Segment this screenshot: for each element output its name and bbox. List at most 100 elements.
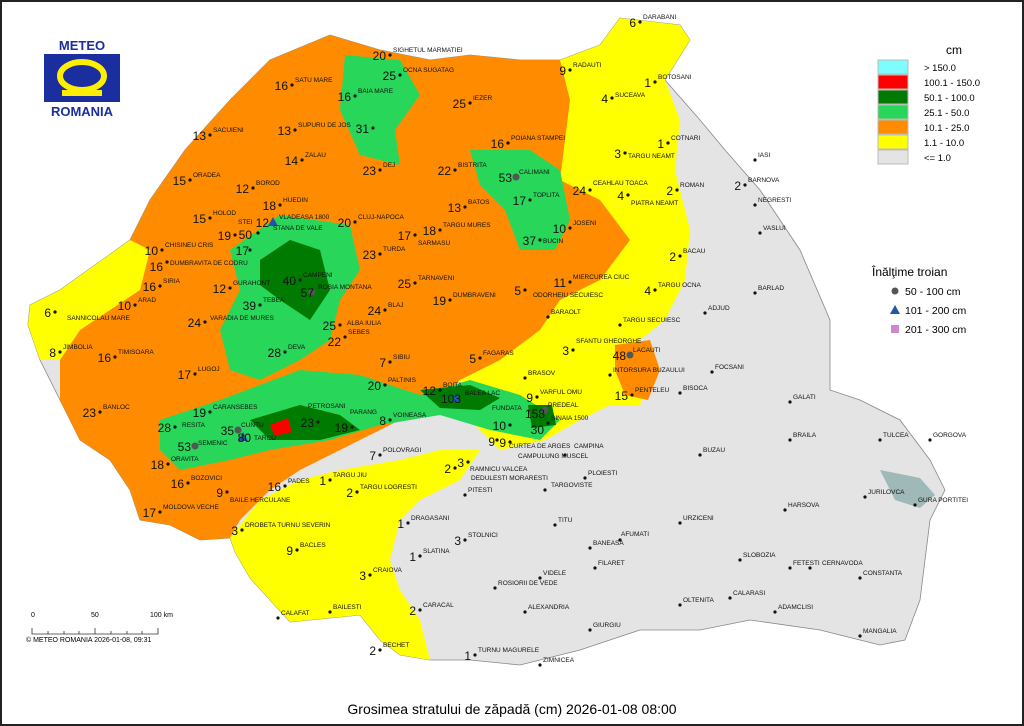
station[interactable]: 23 DEJ (363, 162, 396, 178)
station[interactable]: 53 SEMENIC (178, 440, 228, 454)
station[interactable]: 23 TURDA (363, 246, 406, 262)
station[interactable]: VIDELE (538, 570, 567, 580)
station[interactable]: 12 GURAHONT (213, 280, 271, 296)
station[interactable]: 23 BANLOC (83, 404, 130, 420)
station[interactable]: 53 CALIMANI (499, 169, 550, 185)
station[interactable]: 5 FAGARAS (469, 350, 514, 366)
station[interactable]: 2 BECHET (369, 642, 409, 658)
station[interactable]: OLTENITA (678, 597, 714, 607)
station[interactable]: 8 VOINEASA (379, 412, 427, 428)
station[interactable]: 9 VARFUL OMU (526, 389, 582, 405)
station[interactable]: 30 SINAIA 1500 (531, 415, 589, 437)
station[interactable]: 2 CARACAL (409, 602, 454, 618)
station[interactable]: ADAMCLISI (773, 604, 813, 614)
station[interactable]: FETESTI (788, 560, 820, 570)
station[interactable]: BARLAD (753, 285, 784, 295)
station[interactable]: 18 HUEDIN (263, 197, 309, 213)
station[interactable]: MANGALIA (858, 628, 897, 638)
station[interactable]: 9 BACLES (286, 542, 326, 558)
station[interactable]: 2 BARNOVA (734, 177, 780, 193)
station[interactable]: GIURGIU (588, 622, 621, 632)
station[interactable]: 25 ALBA IULIA (323, 319, 382, 333)
station[interactable]: 24 CEAHLAU TOACA (573, 180, 649, 198)
station[interactable]: 17 TOPLITA (513, 192, 561, 208)
station[interactable]: 2 RAMNICU VALCEA (444, 462, 528, 476)
station[interactable]: 1 COTNARI (657, 135, 700, 151)
station[interactable]: 31 (356, 122, 375, 136)
station[interactable]: 23 PETROSANI (301, 403, 346, 430)
station[interactable]: 103 BALEA LAC (441, 390, 500, 406)
station[interactable]: FOCSANI (710, 364, 744, 374)
station[interactable]: 28 DEVA (268, 344, 306, 360)
station[interactable]: 40 CAMPENI (283, 272, 333, 288)
station[interactable]: 25 OCNA SUGATAG (383, 67, 454, 83)
station[interactable]: 16 PADES (268, 478, 311, 494)
station[interactable]: GURA PORTITEI (913, 497, 968, 507)
station[interactable]: 3 TARGU NEAMT (614, 147, 675, 161)
station[interactable]: 11 MIERCUREA CIUC (554, 274, 630, 290)
station[interactable]: 10 JOSENI (553, 220, 597, 236)
station[interactable]: BARAOLT (546, 309, 581, 319)
station[interactable]: BAILESTI (328, 604, 362, 614)
station[interactable]: 20 SIGHETUL MARMATIEI (373, 47, 463, 63)
station[interactable]: 16 BAIA MARE (338, 88, 394, 104)
station[interactable]: 8 JIMBOLIA (49, 344, 93, 360)
station[interactable]: 16 SATU MARE (275, 77, 333, 93)
station[interactable]: 17 SARMASU (398, 229, 451, 247)
station[interactable]: BANEASA (588, 540, 624, 550)
station[interactable]: 4 TARGU OCNA (644, 282, 701, 298)
station[interactable]: 15 PENTELEU (615, 387, 670, 403)
station[interactable]: 9 RADAUTI (559, 62, 601, 78)
station[interactable]: 2 BACAU (669, 248, 705, 264)
station[interactable]: 1 BOTOSANI (644, 74, 691, 90)
station[interactable]: VASLUI (758, 225, 786, 235)
station[interactable]: 2 ROMAN (666, 182, 704, 198)
station[interactable]: CAMPINA (563, 443, 604, 457)
station[interactable]: ROSIORII DE VEDE (493, 580, 558, 590)
station[interactable]: GALATI (788, 394, 816, 404)
station[interactable]: CALAFAT (276, 610, 309, 620)
station[interactable]: CERNAVODA (808, 560, 863, 570)
station[interactable]: 3 STOLNICI (454, 532, 498, 548)
station[interactable]: TARGU SECUIESC (618, 317, 681, 327)
station[interactable]: 13 SUPURU DE JOS (278, 122, 352, 138)
station[interactable]: SLOBOZIA (738, 552, 776, 562)
station[interactable]: FILARET (593, 560, 625, 570)
station[interactable]: 7 POLOVRAGI (369, 447, 421, 463)
station[interactable]: 20 PALTINIS (368, 377, 417, 393)
station[interactable]: NEGRESTI (753, 197, 791, 207)
station[interactable]: 16 SIRIA (143, 278, 181, 294)
station[interactable]: 17 LUGOJ (178, 366, 220, 382)
station[interactable]: ADJUD (703, 305, 730, 315)
station[interactable]: 13 BATOS (448, 199, 490, 215)
station[interactable]: 18 ORAVITA (151, 456, 200, 472)
station[interactable]: 14 ZALAU (285, 152, 327, 168)
station[interactable]: 6 DARABANI (629, 14, 676, 30)
station[interactable]: AFUMATI (618, 531, 649, 542)
station[interactable]: 1 SLATINA (409, 548, 450, 564)
station[interactable]: 17 MOLDOVA VECHE (143, 504, 220, 520)
station[interactable]: PLOIESTI (583, 470, 617, 480)
station[interactable]: IASI (753, 152, 770, 162)
station[interactable]: 19 STEI (218, 219, 253, 243)
station[interactable]: 24 BLAJ (368, 302, 404, 318)
station[interactable]: 7 SIBIU (379, 354, 410, 370)
station[interactable]: JURILOVCA (863, 489, 905, 499)
station[interactable]: 12 BOITA (423, 382, 463, 398)
station[interactable]: 2 TARGU LOGRESTI (346, 484, 417, 500)
station[interactable]: CALARASI (728, 590, 765, 600)
station[interactable]: 16 POIANA STAMPEI (491, 135, 566, 151)
station[interactable]: 17 (236, 244, 252, 258)
station[interactable]: 13 SACUIENI (193, 127, 244, 143)
station[interactable]: 80 TARCU (238, 431, 277, 445)
station[interactable]: 35 CUNTU (221, 422, 264, 438)
station[interactable]: 9 CAMPULUNG MUSCEL (499, 436, 588, 460)
station[interactable]: CONSTANTA (858, 570, 903, 580)
station[interactable]: 22 BISTRITA (438, 162, 488, 178)
station[interactable]: 39 TEBEA (243, 297, 285, 313)
station[interactable]: 57 ROSIA MONTANA (301, 284, 373, 300)
station[interactable]: TITU (553, 517, 573, 527)
station[interactable]: 19 CARANSEBES (193, 404, 258, 420)
